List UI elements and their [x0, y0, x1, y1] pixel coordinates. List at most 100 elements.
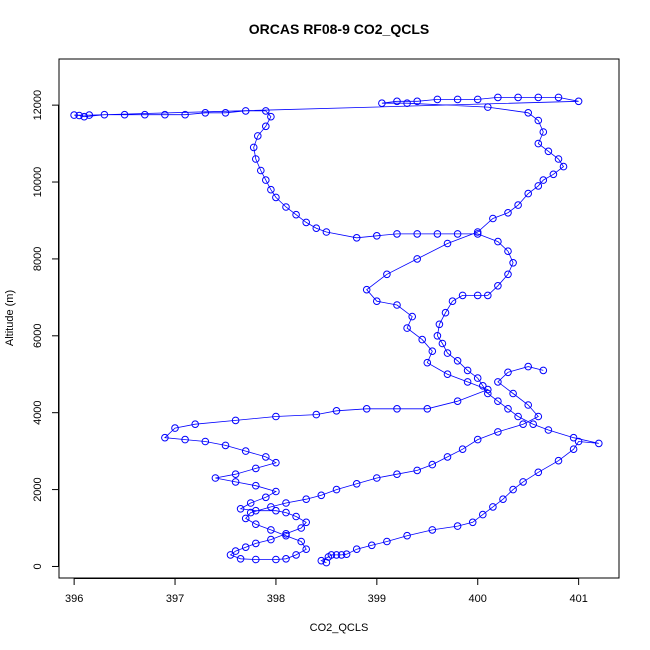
data-point: [403, 531, 411, 540]
data-point: [423, 358, 432, 367]
data-point: [479, 382, 487, 390]
y-axis: 0 2000 4000 6000 8000 10000 12000: [32, 90, 59, 570]
data-point: [302, 518, 311, 527]
data-point: [443, 370, 452, 379]
data-point: [504, 209, 512, 217]
data-point: [231, 478, 240, 486]
data-point: [479, 510, 487, 519]
data-point: [509, 485, 517, 494]
data-point: [494, 282, 502, 290]
data-point: [362, 405, 371, 413]
data-point: [201, 437, 210, 446]
data-point: [403, 324, 411, 332]
data-point: [252, 520, 260, 529]
data-point: [262, 493, 270, 502]
y-axis-label: Altitude (m): [4, 290, 16, 346]
data-point: [236, 505, 245, 513]
data-point: [352, 545, 361, 554]
data-point: [282, 531, 290, 540]
data-point: [141, 110, 149, 119]
data-point: [534, 182, 543, 190]
y-tick-label-6: 12000: [32, 90, 44, 121]
data-point: [569, 445, 578, 454]
data-point: [393, 470, 401, 479]
x-tick-label-0: 396: [65, 593, 83, 605]
data-point: [257, 166, 265, 175]
data-point: [509, 259, 517, 267]
data-point: [408, 312, 417, 321]
data-point: [282, 203, 290, 211]
data-point: [524, 362, 533, 371]
data-point: [249, 143, 258, 152]
data-point: [544, 426, 553, 434]
data-point: [221, 441, 230, 450]
data-point: [246, 499, 255, 507]
data-point: [120, 110, 129, 119]
data-point: [262, 453, 270, 461]
data-point: [509, 389, 517, 398]
data-point: [595, 439, 603, 448]
data-point: [428, 526, 437, 534]
chart-title: ORCAS RF08-9 CO2_QCLS: [249, 21, 429, 37]
data-point: [494, 378, 502, 386]
data-point: [317, 491, 326, 500]
data-point: [574, 97, 583, 106]
data-point: [544, 147, 553, 156]
data-point: [534, 93, 543, 102]
data-point: [428, 347, 437, 356]
data-point: [484, 291, 492, 300]
data-point: [453, 397, 462, 406]
data-point: [494, 428, 502, 436]
data-point: [463, 378, 472, 386]
data-point: [262, 176, 270, 184]
series-line-0: [74, 97, 599, 563]
data-point: [453, 230, 462, 238]
data-point: [428, 460, 437, 469]
data-point: [272, 193, 280, 202]
data-point: [473, 435, 482, 444]
x-tick-label-1: 397: [166, 593, 184, 605]
x-axis: 396 397 398 399 400 401: [65, 578, 588, 605]
data-point: [433, 95, 442, 104]
data-point: [317, 556, 326, 565]
data-point: [524, 401, 533, 409]
data-point: [393, 97, 401, 106]
data-point: [484, 103, 492, 111]
data-point: [569, 433, 578, 442]
y-tick-label-5: 10000: [32, 167, 44, 198]
data-point: [494, 397, 502, 406]
data-point: [378, 99, 386, 107]
data-point: [292, 551, 300, 559]
data-point: [171, 424, 179, 432]
data-point: [231, 470, 240, 479]
data-point: [272, 458, 280, 467]
data-point: [438, 339, 447, 348]
data-point: [413, 230, 422, 238]
data-point: [534, 412, 543, 421]
data-point: [393, 405, 401, 413]
data-point: [453, 357, 462, 365]
data-point: [473, 228, 482, 236]
data-point: [368, 541, 376, 550]
data-point: [75, 111, 83, 120]
data-point: [504, 270, 512, 279]
x-tick-label-3: 399: [368, 593, 386, 605]
data-point: [241, 543, 250, 552]
data-point: [342, 550, 351, 559]
data-point: [458, 445, 467, 454]
data-point: [441, 308, 450, 317]
data-point: [312, 410, 321, 419]
data-point: [514, 201, 522, 209]
data-point: [312, 224, 321, 232]
data-point: [267, 526, 275, 534]
y-tick-label-2: 4000: [32, 400, 44, 424]
data-point: [332, 485, 341, 494]
data-point: [252, 555, 260, 564]
data-point: [554, 155, 563, 163]
data-point: [191, 420, 199, 429]
data-point: [246, 508, 255, 517]
data-point: [236, 555, 245, 563]
data-point: [504, 405, 512, 413]
data-point: [403, 99, 411, 107]
data-point: [161, 433, 169, 442]
